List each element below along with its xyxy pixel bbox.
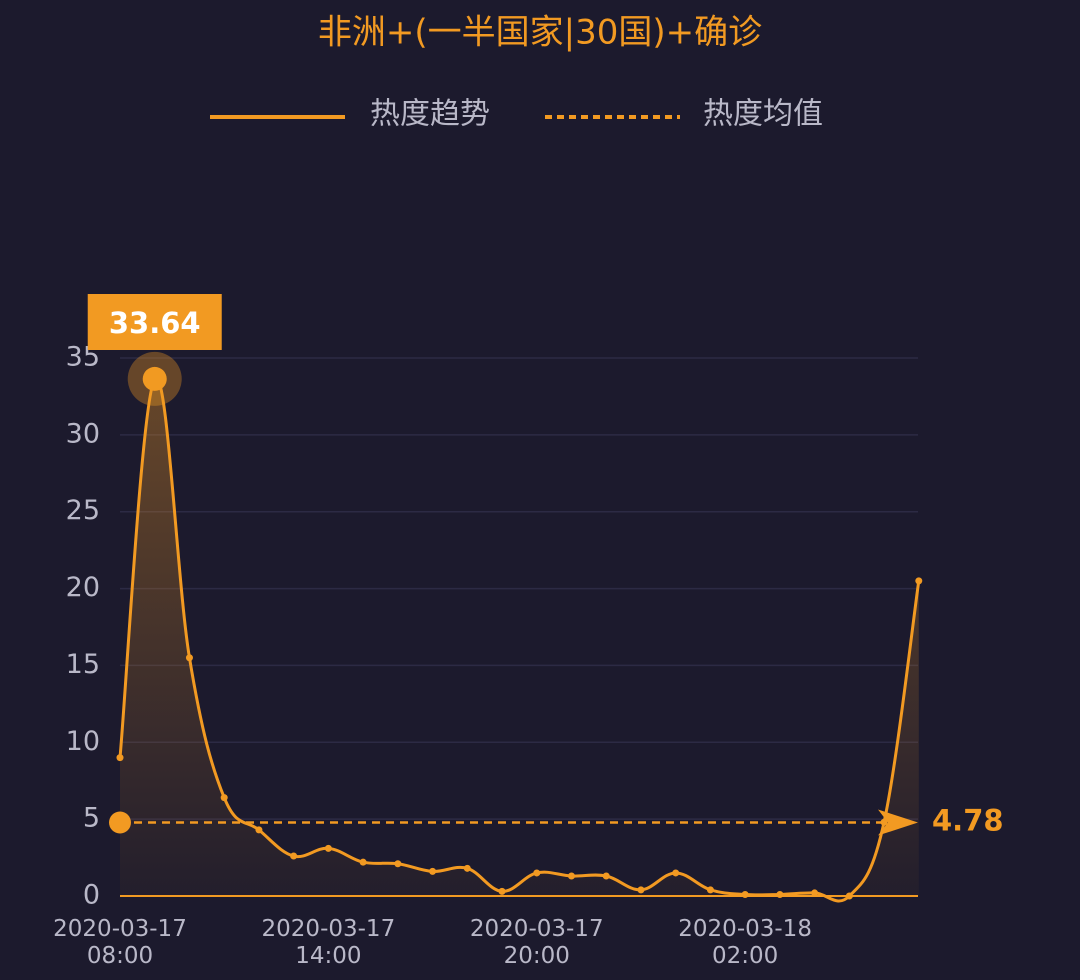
y-tick-label: 30: [66, 418, 100, 449]
point: [498, 887, 506, 895]
x-tick-label: 2020-03-17 14:00: [261, 916, 396, 969]
point: [567, 872, 575, 880]
point: [776, 890, 784, 898]
x-tick-label: 2020-03-17 08:00: [53, 916, 187, 969]
point: [741, 890, 749, 898]
x-tick-label: 2020-03-17 20:00: [469, 916, 604, 969]
x-tick-label: 2020-03-18 02:00: [678, 916, 812, 969]
point: [637, 886, 645, 894]
y-tick-label: 10: [66, 726, 100, 757]
point: [602, 872, 610, 880]
max-label: 33.64: [109, 306, 201, 340]
legend-label: 热度均值: [703, 97, 823, 132]
point: [706, 886, 714, 894]
mean-arrow: [878, 809, 918, 836]
point: [220, 794, 228, 802]
point: [845, 892, 853, 900]
y-tick-label: 20: [66, 572, 100, 603]
point: [359, 858, 367, 866]
area: [120, 377, 919, 902]
point: [255, 826, 263, 834]
y-tick-label: 25: [66, 495, 100, 526]
point: [116, 754, 124, 762]
point: [290, 852, 298, 860]
point: [811, 889, 819, 897]
point: [463, 864, 471, 872]
max-glow: [127, 351, 182, 406]
point: [672, 869, 680, 877]
point: [185, 654, 193, 662]
chart-title: 非洲+(一半国家|30国)+确诊: [318, 13, 762, 53]
max-label-box: [87, 294, 222, 350]
point: [880, 818, 888, 826]
point: [142, 366, 167, 391]
y-tick-label: 15: [66, 649, 100, 680]
mean-label: 4.78: [932, 804, 1004, 838]
point: [429, 867, 437, 875]
y-tick-label: 0: [83, 880, 100, 911]
legend-label: 热度趋势: [370, 97, 490, 132]
point: [394, 860, 402, 868]
point: [324, 844, 332, 852]
mean-start: [109, 811, 131, 834]
y-tick-label: 5: [83, 803, 100, 834]
line: [118, 376, 921, 903]
point: [915, 577, 923, 585]
point: [533, 869, 541, 877]
